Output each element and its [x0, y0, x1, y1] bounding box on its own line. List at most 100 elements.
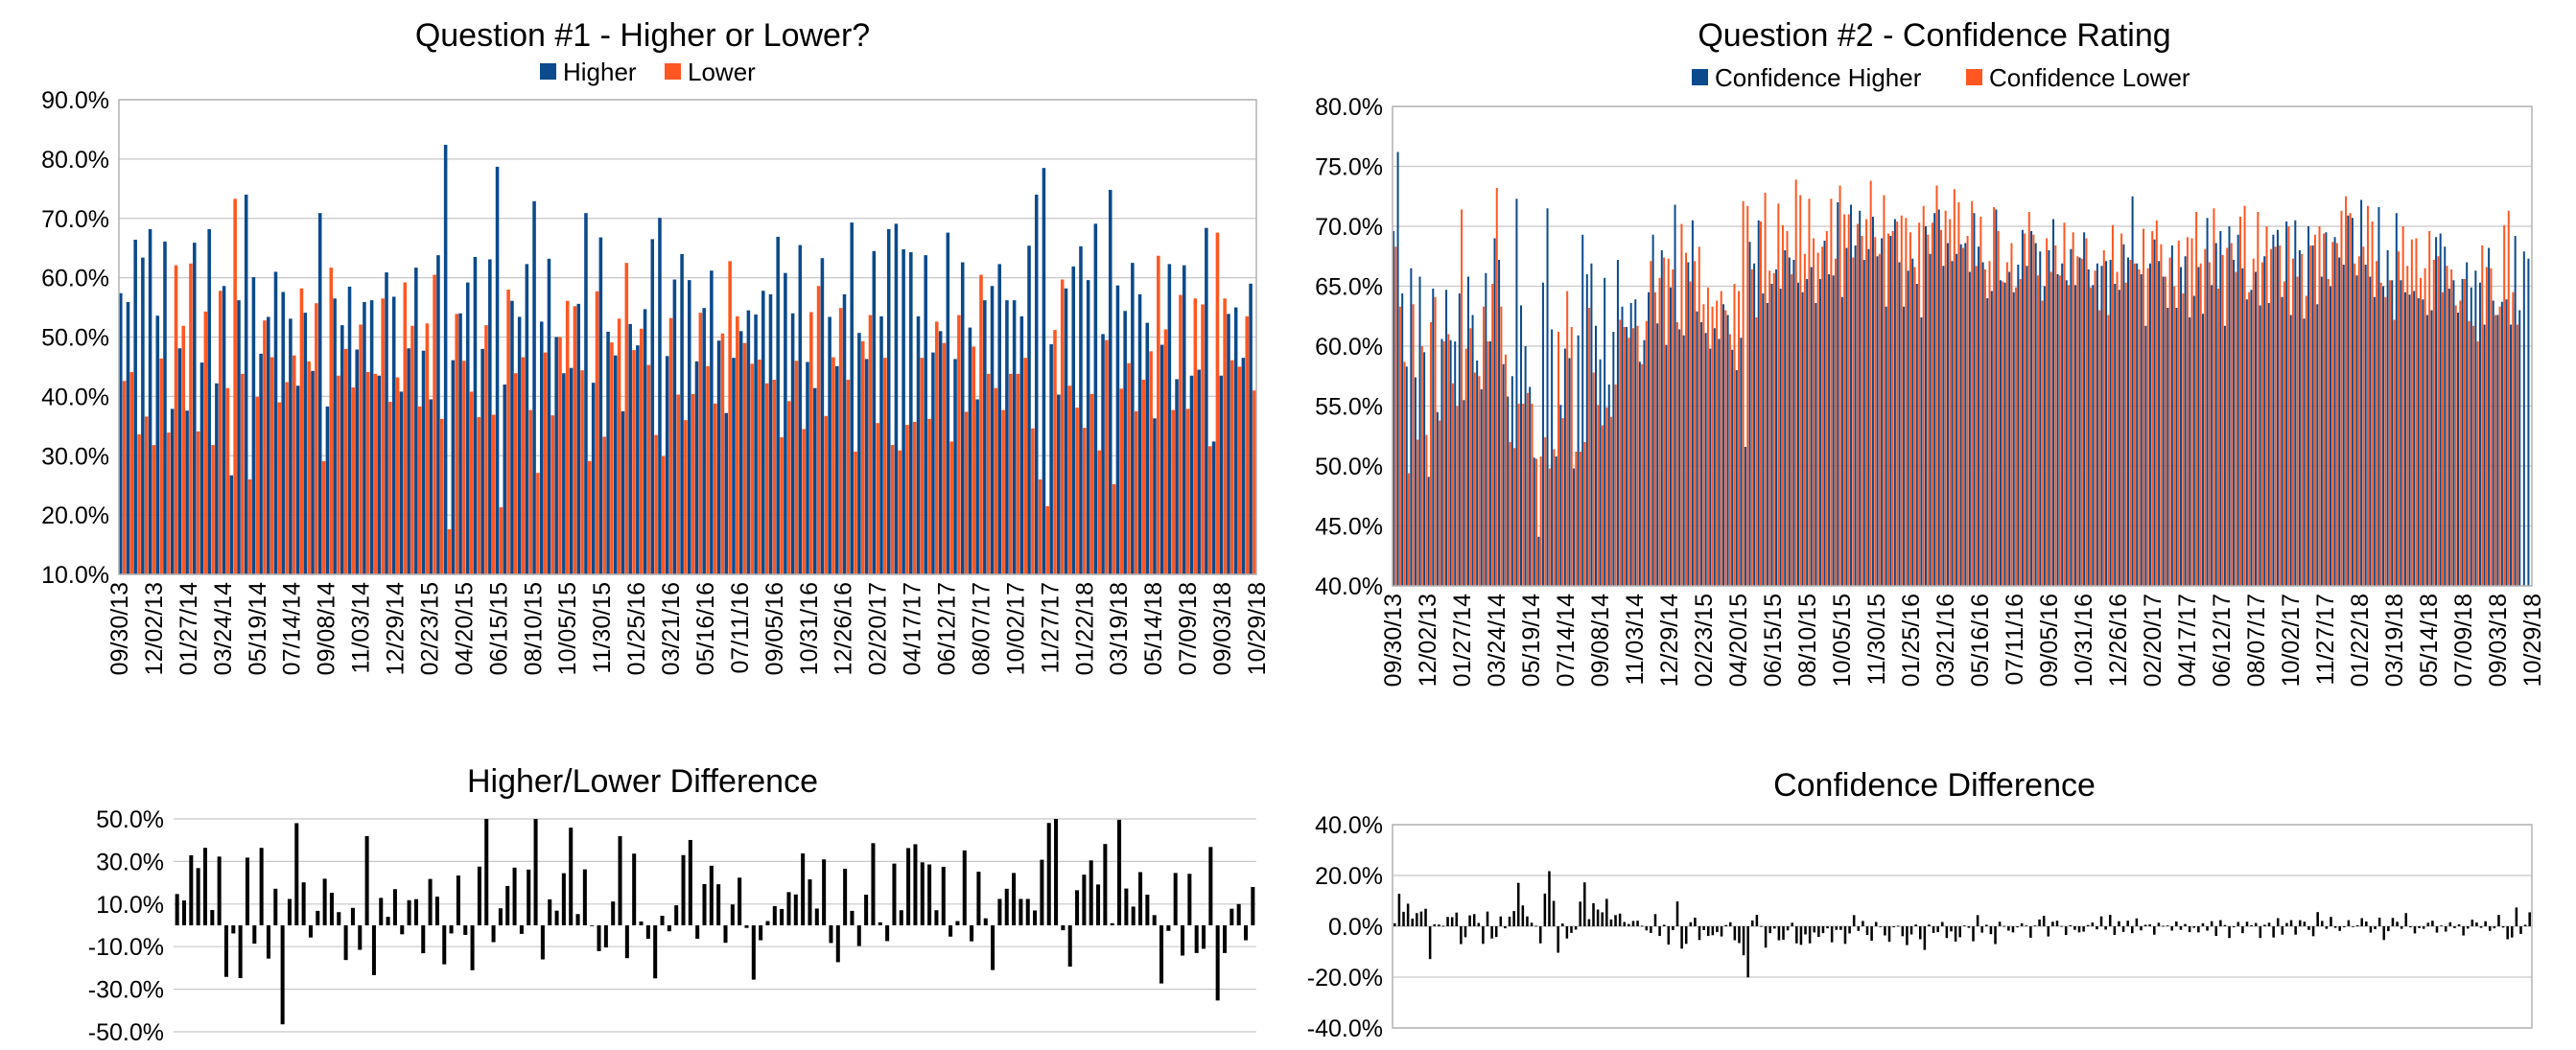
d1-bar: [308, 925, 313, 938]
q1-x-tick: 04/20/15: [451, 582, 478, 675]
q1-bar-lower: [565, 300, 570, 574]
q2-bar-lower: [2331, 242, 2334, 586]
q1-bar-lower: [269, 357, 274, 574]
q2-bar-higher: [1524, 346, 1527, 586]
q2-bar-higher: [2236, 234, 2239, 586]
d1-bar: [358, 925, 363, 950]
q1-x-tick: 08/10/15: [520, 582, 547, 675]
q2-bar-lower: [2164, 276, 2166, 586]
q1-y-tick: 30.0%: [41, 443, 109, 470]
q2-bar-lower: [1794, 179, 1797, 586]
d2-bar: [2453, 926, 2456, 928]
d1-bar: [322, 878, 327, 925]
q2-bar-higher: [1634, 299, 1637, 586]
q1-bar-higher: [177, 348, 182, 574]
q1-bar-lower: [905, 425, 909, 574]
q2-bar-higher: [1925, 226, 1928, 586]
q1-bar-higher: [503, 385, 507, 574]
q1-bar-lower: [1075, 408, 1079, 574]
d1-bar: [223, 925, 228, 977]
q2-bar-lower: [1887, 233, 1890, 586]
q1-bar-lower: [203, 311, 208, 574]
q1-bar-higher: [1034, 195, 1039, 574]
d2-bar: [2303, 922, 2307, 926]
q1-bar-higher: [1205, 227, 1208, 574]
q1-y-tick: 90.0%: [41, 87, 109, 114]
q2-bar-higher: [1775, 269, 1778, 586]
d1-bar: [463, 925, 468, 935]
q2-bar-higher: [1626, 327, 1628, 586]
q1-x-tick: 10/31/16: [796, 582, 823, 675]
q2-bar-lower: [2292, 258, 2295, 586]
d1-bar: [639, 922, 644, 925]
q1-x-tick: 10/05/15: [554, 582, 581, 675]
q1-bar-lower: [321, 460, 326, 574]
q2-bar-higher: [1414, 377, 1417, 586]
q2-bar-lower: [2283, 281, 2285, 586]
d2-bar: [1896, 925, 1900, 927]
q1-bar-lower: [1171, 409, 1175, 574]
q2-bar-higher: [2435, 237, 2438, 586]
q1-bar-lower: [528, 409, 532, 574]
q2-bar-lower: [2305, 295, 2307, 586]
d2-bar: [2170, 926, 2173, 931]
q2-y-tick: 75.0%: [1315, 154, 1383, 181]
q1-bar-lower: [920, 358, 925, 574]
q1-bar-lower: [1001, 409, 1005, 574]
q2-bar-lower: [2507, 210, 2510, 586]
q1-legend-lower: Lower: [688, 58, 756, 86]
q1-bar-lower: [802, 429, 806, 574]
q2-bar-higher: [2276, 229, 2279, 586]
q2-bar-higher: [2307, 226, 2310, 586]
q2-bar-higher: [2263, 256, 2266, 586]
q1-bar-higher: [902, 248, 905, 574]
d2-bar: [1538, 926, 1542, 944]
q1-bar-higher: [798, 245, 803, 574]
q1-bar-lower: [365, 372, 370, 574]
d2-bar: [1795, 926, 1798, 944]
q1-bar-higher: [480, 348, 484, 574]
q2-bar-lower: [2024, 233, 2026, 586]
d2-bar: [2365, 921, 2368, 926]
q2-bar-higher: [2170, 245, 2173, 586]
q2-bar-lower: [2472, 325, 2475, 586]
d2-bar: [2140, 926, 2143, 931]
q2-bar-higher: [2360, 199, 2363, 586]
q1-bar-higher: [1049, 343, 1053, 574]
q2-bar-lower: [1816, 252, 1819, 586]
q2-bar-lower: [1975, 266, 1978, 586]
d1-bar: [1096, 884, 1101, 925]
q2-bar-lower: [2116, 271, 2119, 586]
q1-y-tick: 10.0%: [41, 562, 109, 589]
q2-bar-lower: [2151, 231, 2154, 586]
d1-bar: [948, 925, 953, 937]
d2-bar: [1605, 898, 1608, 926]
q2-bar-lower: [2217, 289, 2220, 586]
q2-x-tick: 07/14/14: [1553, 594, 1580, 687]
q1-y-tick: 70.0%: [41, 206, 109, 233]
q1-bar-lower: [351, 387, 356, 574]
q1-bar-higher: [391, 296, 396, 574]
d2-bar: [1684, 926, 1688, 945]
q1-y-tick: 50.0%: [41, 325, 109, 352]
q2-bar-lower: [1566, 291, 1569, 586]
q2-bar-lower: [2168, 257, 2171, 586]
q1-bar-lower: [196, 431, 200, 574]
q2-bar-lower: [2238, 217, 2241, 586]
d2-bar: [1706, 926, 1710, 937]
q1-bar-lower: [764, 383, 769, 574]
q1-bar-higher: [688, 280, 691, 574]
q1-bar-higher: [812, 387, 817, 574]
d2-bar: [1464, 926, 1467, 938]
q2-bar-higher: [2061, 263, 2064, 586]
q2-bar-lower: [2080, 258, 2083, 586]
q1-bar-lower: [720, 333, 725, 574]
q2-bar-lower: [1561, 418, 1564, 586]
d2-bar: [1862, 921, 1864, 926]
d1-bar: [287, 898, 292, 925]
q1-bar-higher: [443, 145, 448, 574]
d1-bar: [1004, 888, 1009, 925]
q1-bar-higher: [584, 213, 588, 574]
q1-bar-lower: [558, 337, 562, 574]
